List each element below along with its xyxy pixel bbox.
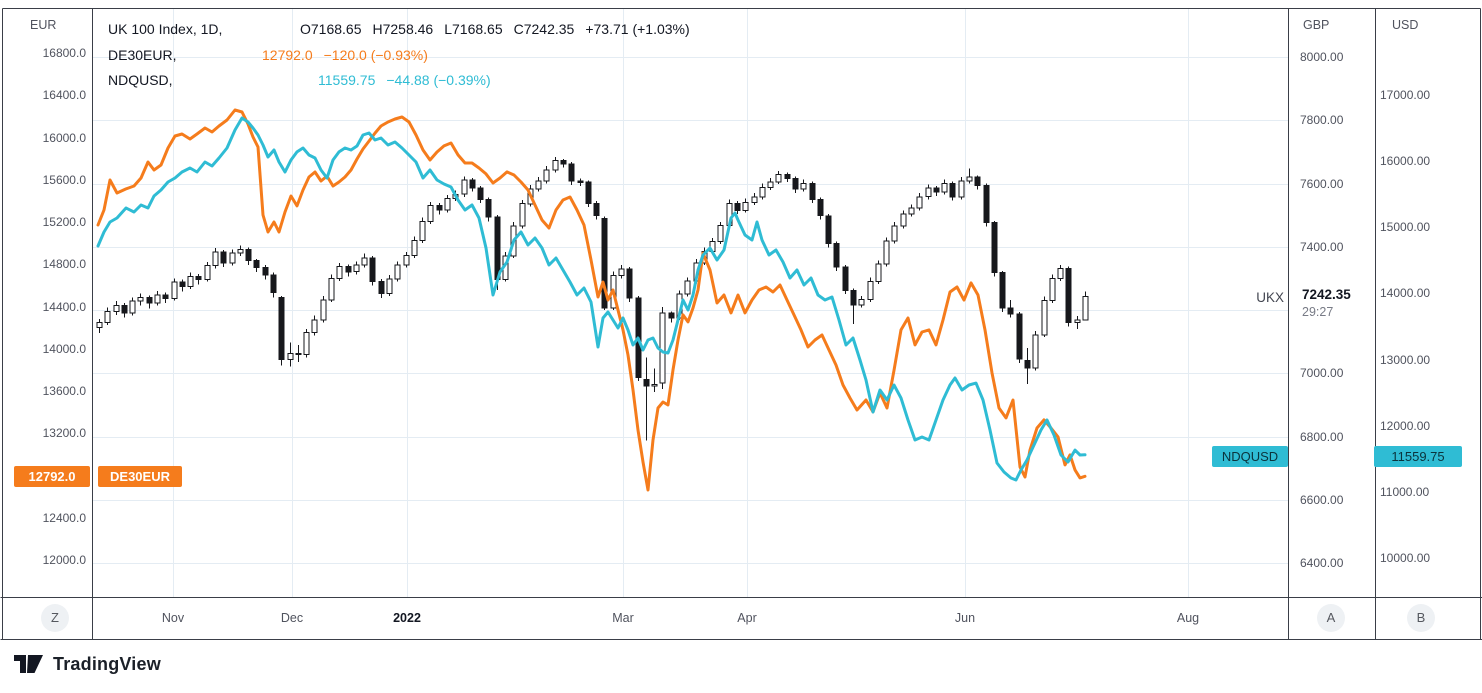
time-axis-label: 2022: [393, 611, 421, 625]
time-axis-label: Apr: [737, 611, 757, 625]
legend-high-value: H7258.46: [372, 21, 434, 37]
gbp-axis-tick: 6400.00: [1300, 556, 1344, 570]
ndqusd-series-name-badge: NDQUSD: [1212, 446, 1288, 467]
gbp-scale-reset-button[interactable]: A: [1317, 604, 1345, 632]
usd-axis-tick: 16000.00: [1380, 154, 1431, 168]
legend-close-value: C7242.35: [513, 21, 575, 37]
ukx-candlestick-series: [96, 156, 1089, 441]
eur-axis-tick: 14400.0: [42, 300, 86, 314]
eur-axis-tick: 14000.0: [42, 342, 86, 356]
legend-ndqusd-symbol[interactable]: NDQUSD,: [108, 72, 173, 88]
tradingview-logo-icon: [14, 655, 43, 673]
legend-open-value: O7168.65: [300, 21, 362, 37]
ukx-series-name-label: UKX: [1256, 290, 1284, 305]
de30eur-series-name-badge: DE30EUR: [98, 466, 182, 487]
gbp-axis-tick: 6600.00: [1300, 493, 1344, 507]
gbp-axis-tick: 7400.00: [1300, 240, 1344, 254]
eur-axis-tick: 13200.0: [42, 426, 86, 440]
gbp-axis-tick: 7600.00: [1300, 177, 1344, 191]
legend-ndqusd-change: −44.88 (−0.39%): [386, 72, 491, 88]
axis-borders: [0, 8, 1482, 640]
usd-axis-tick: 10000.00: [1380, 551, 1431, 565]
legend-ndqusd-price: 11559.75: [318, 72, 376, 88]
ukx-axis-price-badge: 7242.35 29:27: [1289, 283, 1374, 325]
usd-axis-tick: 17000.00: [1380, 88, 1431, 102]
ukx-bar-countdown: 29:27: [1302, 305, 1334, 319]
ndqusd-axis-price-badge: 11559.75: [1374, 446, 1462, 467]
time-scale-reset-button[interactable]: Z: [41, 604, 69, 632]
eur-axis-tick: 13600.0: [42, 384, 86, 398]
eur-axis-tick: 15600.0: [42, 173, 86, 187]
eur-axis-header: EUR: [30, 18, 57, 32]
eur-axis-tick: 16400.0: [42, 88, 86, 102]
eur-axis-tick: 12400.0: [42, 511, 86, 525]
legend-de30eur-price: 12792.0: [262, 47, 313, 63]
usd-scale-reset-button[interactable]: B: [1407, 604, 1435, 632]
usd-axis-header: USD: [1392, 18, 1419, 32]
eur-axis-tick: 15200.0: [42, 215, 86, 229]
time-axis-label: Jun: [954, 611, 976, 625]
gbp-axis-tick: 7000.00: [1300, 366, 1344, 380]
legend-low-value: L7168.65: [444, 21, 503, 37]
legend-de30eur-change: −120.0 (−0.93%): [323, 47, 428, 63]
legend-main-ohlc: O7168.65 H7258.46 L7168.65 C7242.35 +73.71 (…: [300, 20, 701, 38]
usd-axis-tick: 11000.00: [1380, 485, 1430, 499]
legend-de30eur-symbol[interactable]: DE30EUR,: [108, 47, 177, 63]
gridlines: [92, 8, 1288, 597]
legend-ndqusd-values: 11559.75 −44.88 (−0.39%): [318, 71, 502, 89]
ndqusd-line-series: [96, 116, 1087, 482]
gbp-axis-tick: 8000.00: [1300, 50, 1344, 64]
legend-de30eur-values: 12792.0 −120.0 (−0.93%): [262, 46, 439, 64]
usd-axis-tick: 12000.00: [1380, 419, 1431, 433]
eur-axis-tick: 14800.0: [42, 257, 86, 271]
time-axis-label: Aug: [1176, 611, 1200, 625]
eur-axis-tick: 12000.0: [42, 553, 86, 567]
gbp-axis-tick: 7800.00: [1300, 113, 1344, 127]
time-axis-label: Nov: [161, 611, 185, 625]
usd-axis-tick: 14000.00: [1380, 286, 1431, 300]
tradingview-logo[interactable]: TradingView: [14, 652, 161, 676]
ukx-last-price: 7242.35: [1302, 287, 1351, 302]
eur-axis-tick: 16000.0: [42, 131, 86, 145]
usd-axis-tick: 13000.00: [1380, 353, 1431, 367]
de30eur-axis-price-badge: 12792.0: [14, 466, 90, 487]
time-axis-label: Mar: [612, 611, 634, 625]
legend-change-value: +73.71 (+1.03%): [585, 21, 690, 37]
gbp-axis-tick: 6800.00: [1300, 430, 1344, 444]
time-axis-label: Dec: [280, 611, 304, 625]
eur-axis-tick: 16800.0: [42, 46, 86, 60]
usd-axis-tick: 15000.00: [1380, 220, 1431, 234]
de30eur-line-series: [96, 108, 1087, 492]
legend-main-symbol[interactable]: UK 100 Index, 1D,: [108, 21, 223, 37]
gbp-axis-header: GBP: [1303, 18, 1330, 32]
tradingview-logo-text: TradingView: [53, 653, 161, 674]
